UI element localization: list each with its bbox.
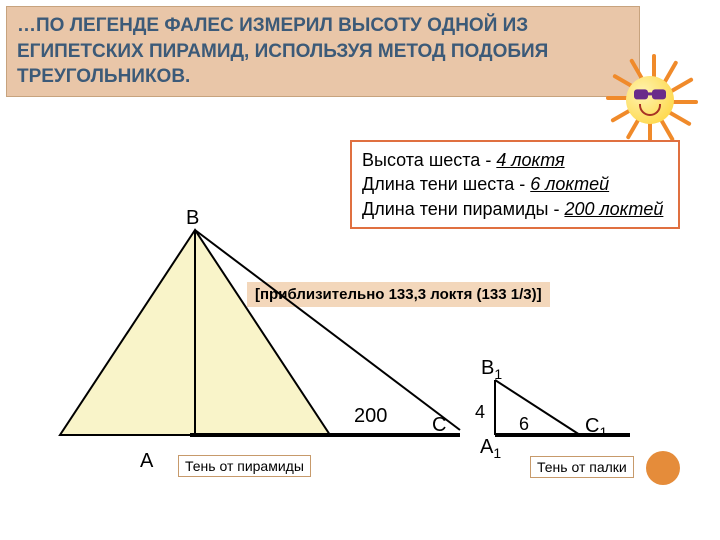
given-box: Высота шеста - 4 локтя Длина тени шеста …: [350, 140, 680, 229]
pyramid-triangle: [60, 230, 330, 435]
ray-line: [195, 230, 460, 430]
stick-shadow-label: Тень от палки: [537, 459, 627, 475]
label-200: 200: [354, 405, 387, 428]
pyramid-shadow-label-box: Тень от пирамиды: [178, 455, 311, 477]
given-value-2: 6 локтей: [530, 174, 609, 194]
title-text: …ПО ЛЕГЕНДЕ ФАЛЕС ИЗМЕРИЛ ВЫСОТУ ОДНОЙ И…: [17, 15, 548, 87]
given-label-2: Длина тени шеста -: [362, 174, 530, 194]
answer-text: [приблизительно 133,3 локтя (133 1/3)]: [255, 286, 542, 303]
given-line-1: Высота шеста - 4 локтя: [362, 148, 668, 172]
given-value-1: 4 локтя: [496, 150, 564, 170]
label-B1: B1: [481, 357, 502, 382]
given-line-2: Длина тени шеста - 6 локтей: [362, 172, 668, 196]
title-box: …ПО ЛЕГЕНДЕ ФАЛЕС ИЗМЕРИЛ ВЫСОТУ ОДНОЙ И…: [6, 6, 640, 97]
given-line-3: Длина тени пирамиды - 200 локтей: [362, 197, 668, 221]
given-label-1: Высота шеста -: [362, 150, 496, 170]
given-value-3: 200 локтей: [564, 199, 663, 219]
label-A1: A1: [480, 436, 501, 461]
sun-icon: [610, 60, 690, 140]
label-4: 4: [475, 402, 485, 423]
label-C: C: [432, 414, 446, 437]
orange-circle-icon: [646, 451, 680, 485]
label-B: B: [186, 207, 199, 230]
label-A: A: [140, 450, 153, 473]
label-C1: C1: [585, 415, 607, 440]
stick-hyp-line: [495, 380, 580, 435]
answer-box: [приблизительно 133,3 локтя (133 1/3)]: [247, 282, 550, 307]
given-label-3: Длина тени пирамиды -: [362, 199, 564, 219]
label-6: 6: [519, 414, 529, 435]
stick-shadow-label-box: Тень от палки: [530, 456, 634, 478]
pyramid-shadow-label: Тень от пирамиды: [185, 458, 304, 474]
